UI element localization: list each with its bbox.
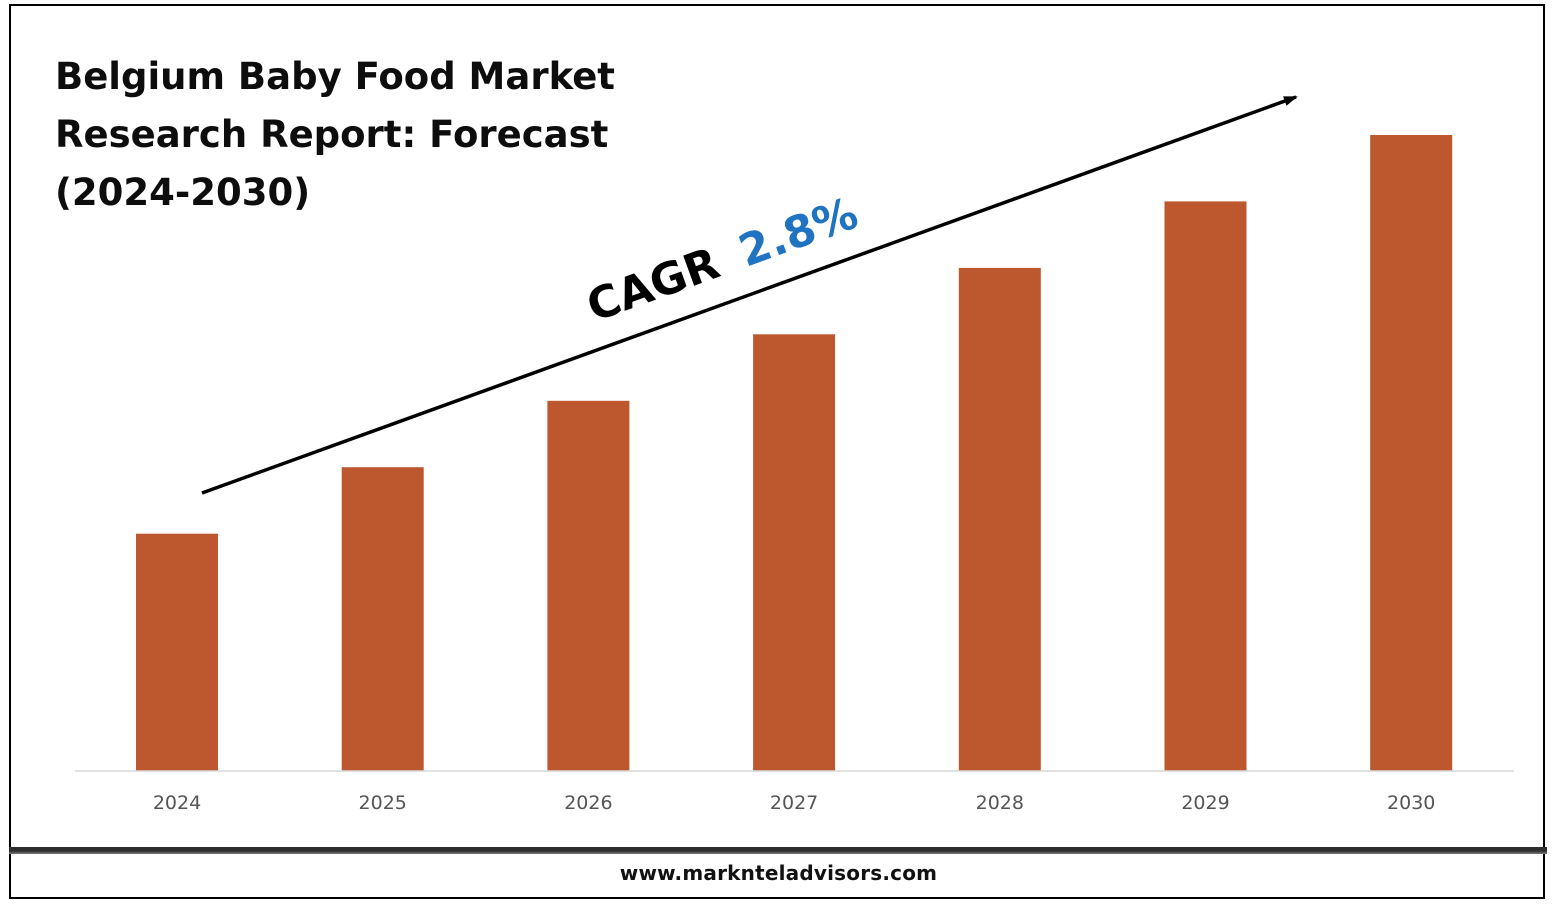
footer-website: www.marknteladvisors.com: [619, 861, 938, 885]
x-tick-label-2030: 2030: [1387, 792, 1435, 814]
x-tick-label-2029: 2029: [1181, 792, 1229, 814]
cagr-value: 2.8%: [732, 188, 864, 277]
cagr-annotation: CAGR 2.8%: [580, 188, 864, 333]
bar-2026: [547, 400, 630, 771]
cagr-prefix: CAGR: [580, 238, 726, 332]
chart-title: Belgium Baby Food Market Research Report…: [55, 48, 675, 222]
chart-title-line-3: (2024-2030): [55, 171, 311, 214]
x-tick-label-2025: 2025: [359, 792, 407, 814]
x-tick-label-2027: 2027: [770, 792, 818, 814]
x-tick-label-2024: 2024: [153, 792, 201, 814]
bar-2028: [958, 267, 1041, 771]
x-tick-labels: 2024 2025 2026 2027 2028 2029 2030: [153, 792, 1436, 814]
chart-title-line-1: Belgium Baby Food Market: [55, 55, 615, 98]
bar-2029: [1164, 201, 1247, 771]
bar-2027: [753, 334, 836, 771]
bars-group: [136, 135, 1453, 771]
chart-title-line-2: Research Report: Forecast: [55, 113, 609, 156]
x-tick-label-2028: 2028: [976, 792, 1024, 814]
bar-2030: [1370, 135, 1453, 771]
x-tick-label-2026: 2026: [564, 792, 612, 814]
bar-2025: [341, 467, 424, 771]
footer-divider: [9, 847, 1547, 854]
bar-2024: [136, 533, 218, 771]
trend-arrow: [201, 95, 1298, 495]
